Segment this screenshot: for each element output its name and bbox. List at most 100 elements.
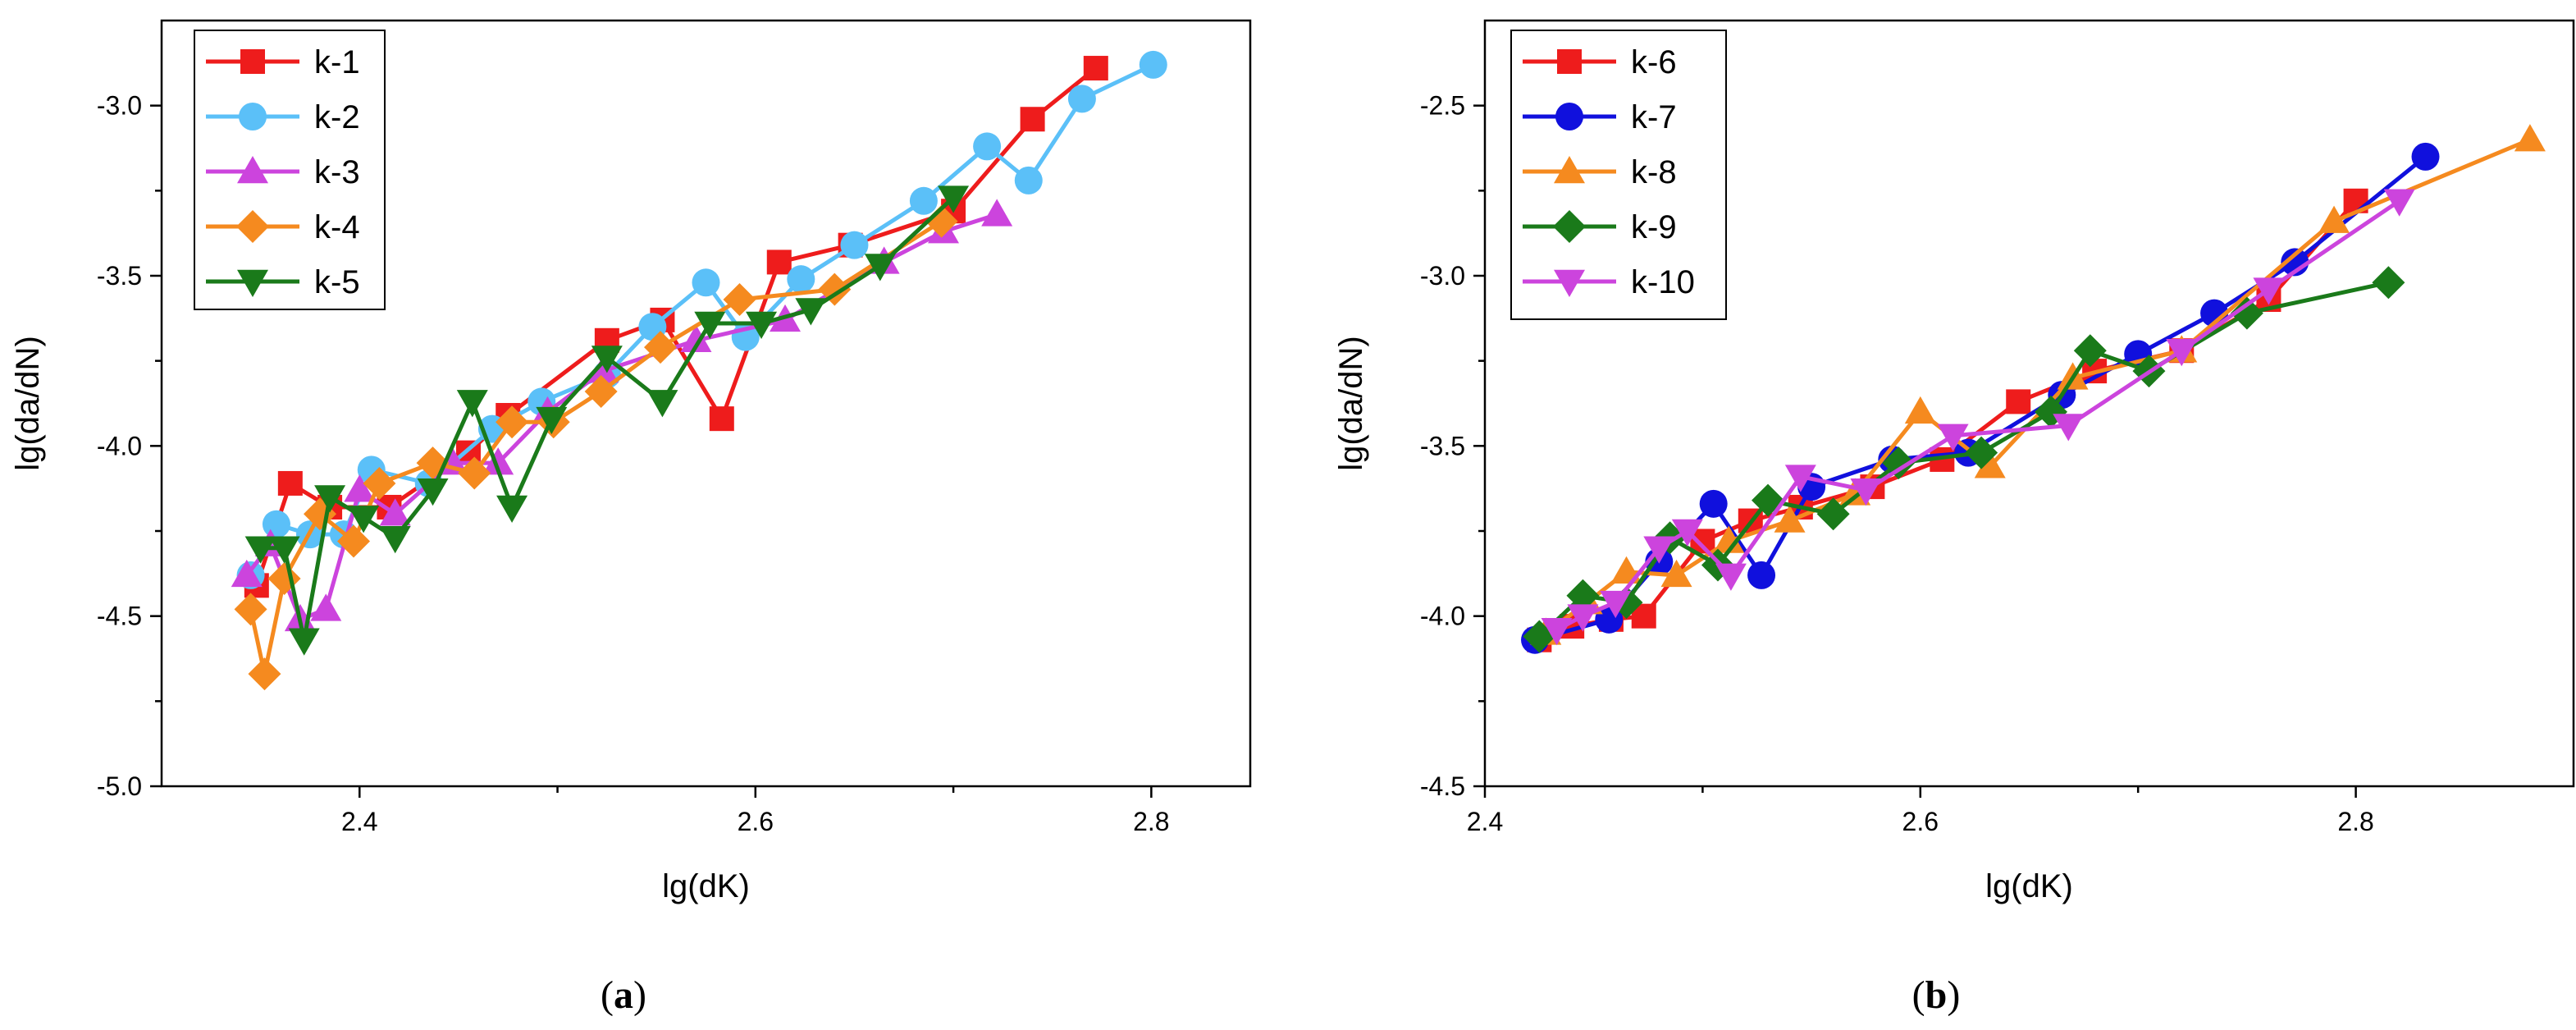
legend: k-1 k-2 k-3 k-4 k-5 [194,30,386,310]
data-point-k-5 [646,390,678,418]
data-point-k-8 [1610,556,1642,584]
data-point-k-5 [938,185,970,213]
data-point-k-10 [1850,478,1882,506]
legend-label-k-7: k-7 [1631,99,1677,135]
plot-frame [1483,19,2575,788]
data-point-k-3 [680,324,712,353]
data-point-k-1 [766,249,792,275]
data-point-k-3 [231,559,263,588]
data-point-k-5 [456,390,488,418]
series-k-5 [244,185,970,656]
y-tick-label: -3.0 [97,91,142,121]
data-point-k-1 [1020,107,1045,132]
legend-label-k-4: k-4 [314,209,360,245]
data-point-k-10 [1567,604,1599,632]
data-point-k-5 [417,478,449,506]
legend-marker-k-6 [1557,49,1582,74]
data-point-k-5 [591,346,623,373]
x-tick-label: 2.8 [2337,807,2373,836]
x-axis-label: lg(dK) [662,868,750,904]
data-point-k-2 [973,132,1002,161]
x-axis-label: lg(dK) [1985,868,2073,904]
data-point-k-9 [1816,497,1850,531]
panel-caption-letter: b [1925,973,1948,1017]
y-tick-label: -5.0 [97,771,142,801]
data-point-k-7 [1747,561,1776,589]
data-point-k-2 [840,231,869,259]
data-point-k-10 [2383,189,2415,217]
data-point-k-8 [2318,205,2350,233]
legend-box [1510,30,1727,320]
legend-label-k-1: k-1 [314,44,360,80]
data-point-k-3 [310,593,342,621]
data-point-k-10 [1937,423,1969,451]
data-point-k-5 [314,485,346,513]
panel-caption: (a) [601,973,646,1017]
data-point-k-6 [2006,389,2031,414]
x-tick-label: 2.6 [738,807,774,836]
data-point-k-1 [1083,56,1108,81]
data-point-k-7 [1699,489,1728,518]
legend-marker-k-3 [237,156,268,184]
data-point-k-10 [1715,563,1747,591]
data-point-k-5 [536,406,568,435]
data-point-k-5 [379,526,411,554]
data-point-k-9 [2073,334,2107,368]
y-tick-label: -3.0 [1420,261,1465,291]
data-point-k-3 [587,355,619,383]
plot-frame [160,19,1252,788]
data-point-k-2 [1067,85,1096,113]
data-point-k-4 [925,204,958,238]
data-point-k-9 [1965,436,1998,469]
data-point-k-4 [248,657,281,691]
y-tick-label: -4.5 [97,602,142,631]
legend-label-k-6: k-6 [1631,44,1677,80]
data-point-k-7 [2411,142,2440,171]
y-tick-label: -3.5 [97,261,142,291]
data-point-k-3 [344,474,376,502]
data-point-k-4 [267,562,301,596]
legend-marker-k-1 [240,49,265,74]
panel-caption: (b) [1912,973,1961,1017]
panel-a-chart: 2.4 2.6 2.8 -5.0 -4.5 -4.0 -3.5 -3.0 lg(dK) lg(da… [10,19,1252,1017]
data-point-k-4 [234,593,267,626]
x-tick-label: 2.4 [341,807,377,836]
data-point-k-5 [795,298,827,326]
data-point-k-4 [644,331,678,364]
data-point-k-10 [1643,536,1675,564]
data-point-k-2 [909,186,938,215]
legend-label-k-2: k-2 [314,99,360,135]
data-point-k-10 [1784,465,1816,492]
legend-marker-k-2 [239,103,267,130]
data-point-k-3 [981,199,1013,227]
data-point-k-5 [244,536,276,564]
data-point-k-2 [262,510,290,538]
y-tick-label: -4.0 [97,431,142,460]
legend-marker-k-5 [237,269,268,297]
data-point-k-8 [1713,525,1745,553]
legend-label-k-10: k-10 [1631,264,1695,300]
data-point-k-4 [363,466,396,500]
legend-label-k-5: k-5 [314,264,360,300]
data-point-k-10 [2053,414,2085,442]
y-axis-label: lg(da/dN) [10,336,46,471]
data-point-k-2 [1139,50,1167,79]
data-point-k-4 [337,524,371,558]
data-point-k-2 [787,265,815,294]
data-point-k-3 [482,447,514,475]
data-point-k-10 [1541,618,1573,646]
legend-label-k-9: k-9 [1631,209,1677,245]
data-point-k-8 [2514,124,2546,152]
legend-marker-k-4 [236,210,269,243]
legend-marker-k-7 [1555,103,1583,130]
panel-caption-letter: a [614,973,633,1017]
data-point-k-8 [1774,505,1806,533]
data-point-k-8 [1660,559,1692,588]
data-point-k-4 [723,283,756,317]
data-point-k-2 [1014,166,1043,195]
data-point-k-4 [496,405,529,439]
data-point-k-2 [692,268,720,297]
data-point-k-10 [1671,519,1703,547]
data-point-k-5 [496,495,528,523]
